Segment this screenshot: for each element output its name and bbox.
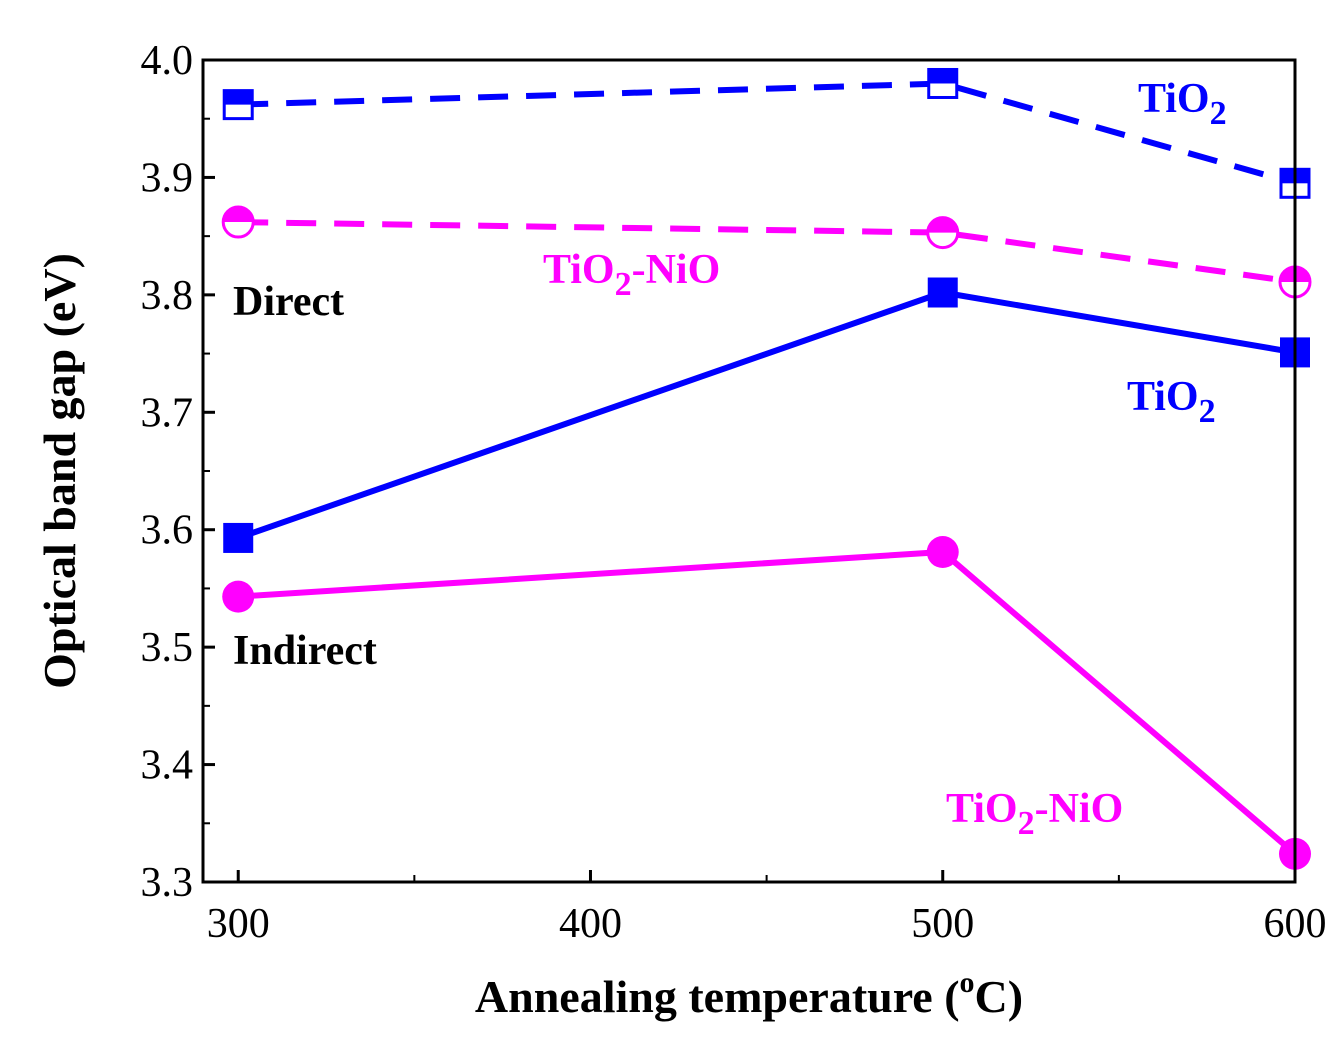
x-axis-title: Annealing temperature (oC) [475, 966, 1023, 1022]
x-tick-label: 400 [559, 901, 622, 947]
data-point [926, 536, 959, 569]
plot-frame [201, 58, 1297, 884]
data-point [222, 580, 255, 613]
indirect-label: Indirect [233, 628, 377, 674]
series-line [238, 219, 1296, 285]
y-tick-label: 4.0 [141, 38, 194, 84]
x-tick-label: 500 [911, 901, 974, 947]
y-tick-label: 3.3 [141, 860, 194, 906]
tio2-nio-indirect-label: TiO2-NiO [946, 786, 1123, 842]
data-point [927, 277, 958, 308]
data-point [223, 522, 254, 553]
direct-label: Direct [233, 279, 344, 325]
tio2-nio-direct-label: TiO2-NiO [543, 247, 720, 303]
data-point [927, 67, 959, 99]
marker-circle [222, 580, 255, 613]
y-tick-label: 3.7 [141, 390, 194, 436]
data-point [222, 89, 254, 121]
y-tick-label: 3.9 [141, 155, 194, 201]
marker-circle [926, 536, 959, 569]
marker-square [927, 277, 958, 308]
y-tick-label: 3.8 [141, 273, 194, 319]
marker-square-fill [224, 90, 253, 105]
marker-square-fill [928, 69, 957, 84]
tio2-indirect-label: TiO2 [1127, 374, 1216, 430]
x-tick-label: 300 [207, 901, 270, 947]
marker-circle-fill [223, 207, 254, 223]
marker-circle-fill [927, 217, 958, 233]
x-tick-label: 600 [1264, 901, 1327, 947]
y-axis-title: Optical band gap (eV) [34, 253, 85, 689]
series-line [238, 548, 1297, 857]
data-point [926, 216, 960, 250]
y-tick-label: 3.4 [141, 743, 194, 789]
data-point [221, 205, 255, 239]
tio2-direct-label: TiO2 [1138, 76, 1227, 132]
series-line [238, 80, 1296, 187]
y-tick-label: 3.6 [141, 508, 194, 554]
axis-ticks: 300 400 500 600 3.3 3.4 3.5 3.6 3.7 3.8 3.9 4.0 [141, 38, 1327, 947]
y-tick-label: 3.5 [141, 625, 194, 671]
plot-series [221, 67, 1312, 870]
marker-square [223, 522, 254, 553]
